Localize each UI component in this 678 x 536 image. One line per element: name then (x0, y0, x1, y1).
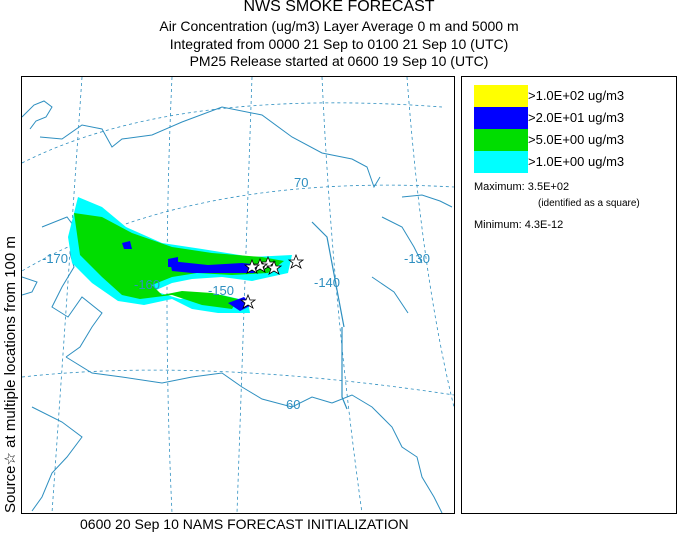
concentration-subtitle: Air Concentration (ug/m3) Layer Average … (159, 18, 519, 34)
minimum-value: Minimum: 4.3E-12 (474, 219, 564, 231)
forecast-title: NWS SMOKE FORECAST (243, 0, 435, 15)
legend-label-3: >5.0E+00 ug/m3 (528, 132, 625, 147)
release-start: PM25 Release started at 0600 19 Sep 10 (… (189, 53, 489, 69)
legend-swatch-green (474, 129, 528, 151)
source-star (265, 259, 283, 275)
legend-swatch-blue (474, 107, 528, 129)
maximum-value: Maximum: 3.5E+02 (474, 181, 570, 193)
maximum-note: (identified as a square) (538, 198, 640, 209)
source-star (287, 253, 305, 269)
source-star (239, 293, 257, 309)
smoke-plume (68, 197, 292, 313)
source-side-text: Source☆ at multiple locations from 100 m (2, 236, 19, 513)
lat-70-label: 70 (294, 175, 308, 190)
smoke-map: 70 -170 -160 -150 -140 -130 60 (11, 76, 455, 514)
plume-blue-mid (168, 257, 178, 267)
legend-label-4: >1.0E+00 ug/m3 (528, 154, 625, 169)
lon-minus140-label: -140 (314, 275, 340, 290)
legend-swatch-yellow (474, 85, 528, 107)
plume-blue-small (122, 241, 132, 249)
lon-minus160-label: -160 (134, 277, 160, 292)
legend-panel: >1.0E+02 ug/m3 >2.0E+01 ug/m3 >5.0E+00 u… (461, 76, 677, 514)
legend-swatch-cyan (474, 151, 528, 173)
lat-60-label: 60 (286, 397, 300, 412)
source-side-label: Source☆ at multiple locations from 100 m (0, 75, 20, 515)
plume-blue-main (170, 261, 262, 273)
plume-green (74, 213, 284, 309)
legend-label-2: >2.0E+01 ug/m3 (528, 110, 625, 125)
legend-label-1: >1.0E+02 ug/m3 (528, 88, 625, 103)
source-star (243, 258, 261, 274)
lon-minus130-label: -130 (404, 251, 430, 266)
graticule (11, 76, 455, 514)
forecast-initialization: 0600 20 Sep 10 NAMS FORECAST INITIALIZAT… (80, 516, 409, 532)
source-markers (239, 253, 305, 309)
lon-minus170-label: -170 (42, 251, 68, 266)
integration-period: Integrated from 0000 21 Sep to 0100 21 S… (169, 36, 509, 52)
lon-minus150-label: -150 (208, 283, 234, 298)
source-star (251, 257, 269, 273)
